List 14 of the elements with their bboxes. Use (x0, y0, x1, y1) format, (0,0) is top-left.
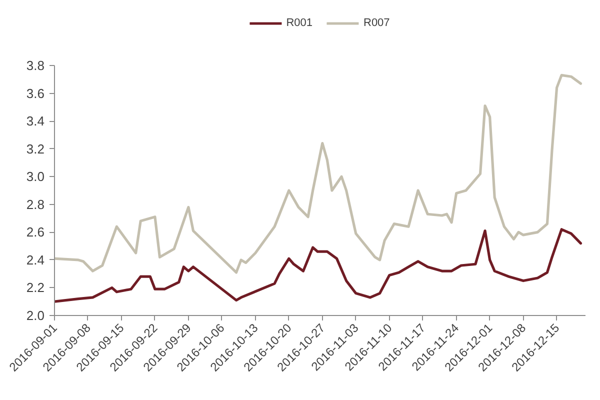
y-tick-label: 3.8 (26, 58, 45, 73)
y-tick-label: 3.2 (26, 141, 45, 156)
y-tick-label: 2.8 (26, 196, 45, 212)
legend-label: R001 (286, 16, 312, 28)
y-tick-label: 2.2 (26, 280, 45, 296)
line-series (54, 74, 582, 274)
y-tick-label: 2.4 (26, 252, 45, 268)
line-series (54, 228, 582, 303)
legend-label: R007 (364, 16, 390, 28)
y-tick-label: 3.0 (26, 169, 45, 184)
y-tick-label: 2.0 (26, 308, 45, 323)
y-tick-label: 3.6 (26, 86, 45, 101)
y-tick-label: 2.6 (26, 224, 45, 240)
y-tick-label: 3.4 (26, 114, 45, 129)
